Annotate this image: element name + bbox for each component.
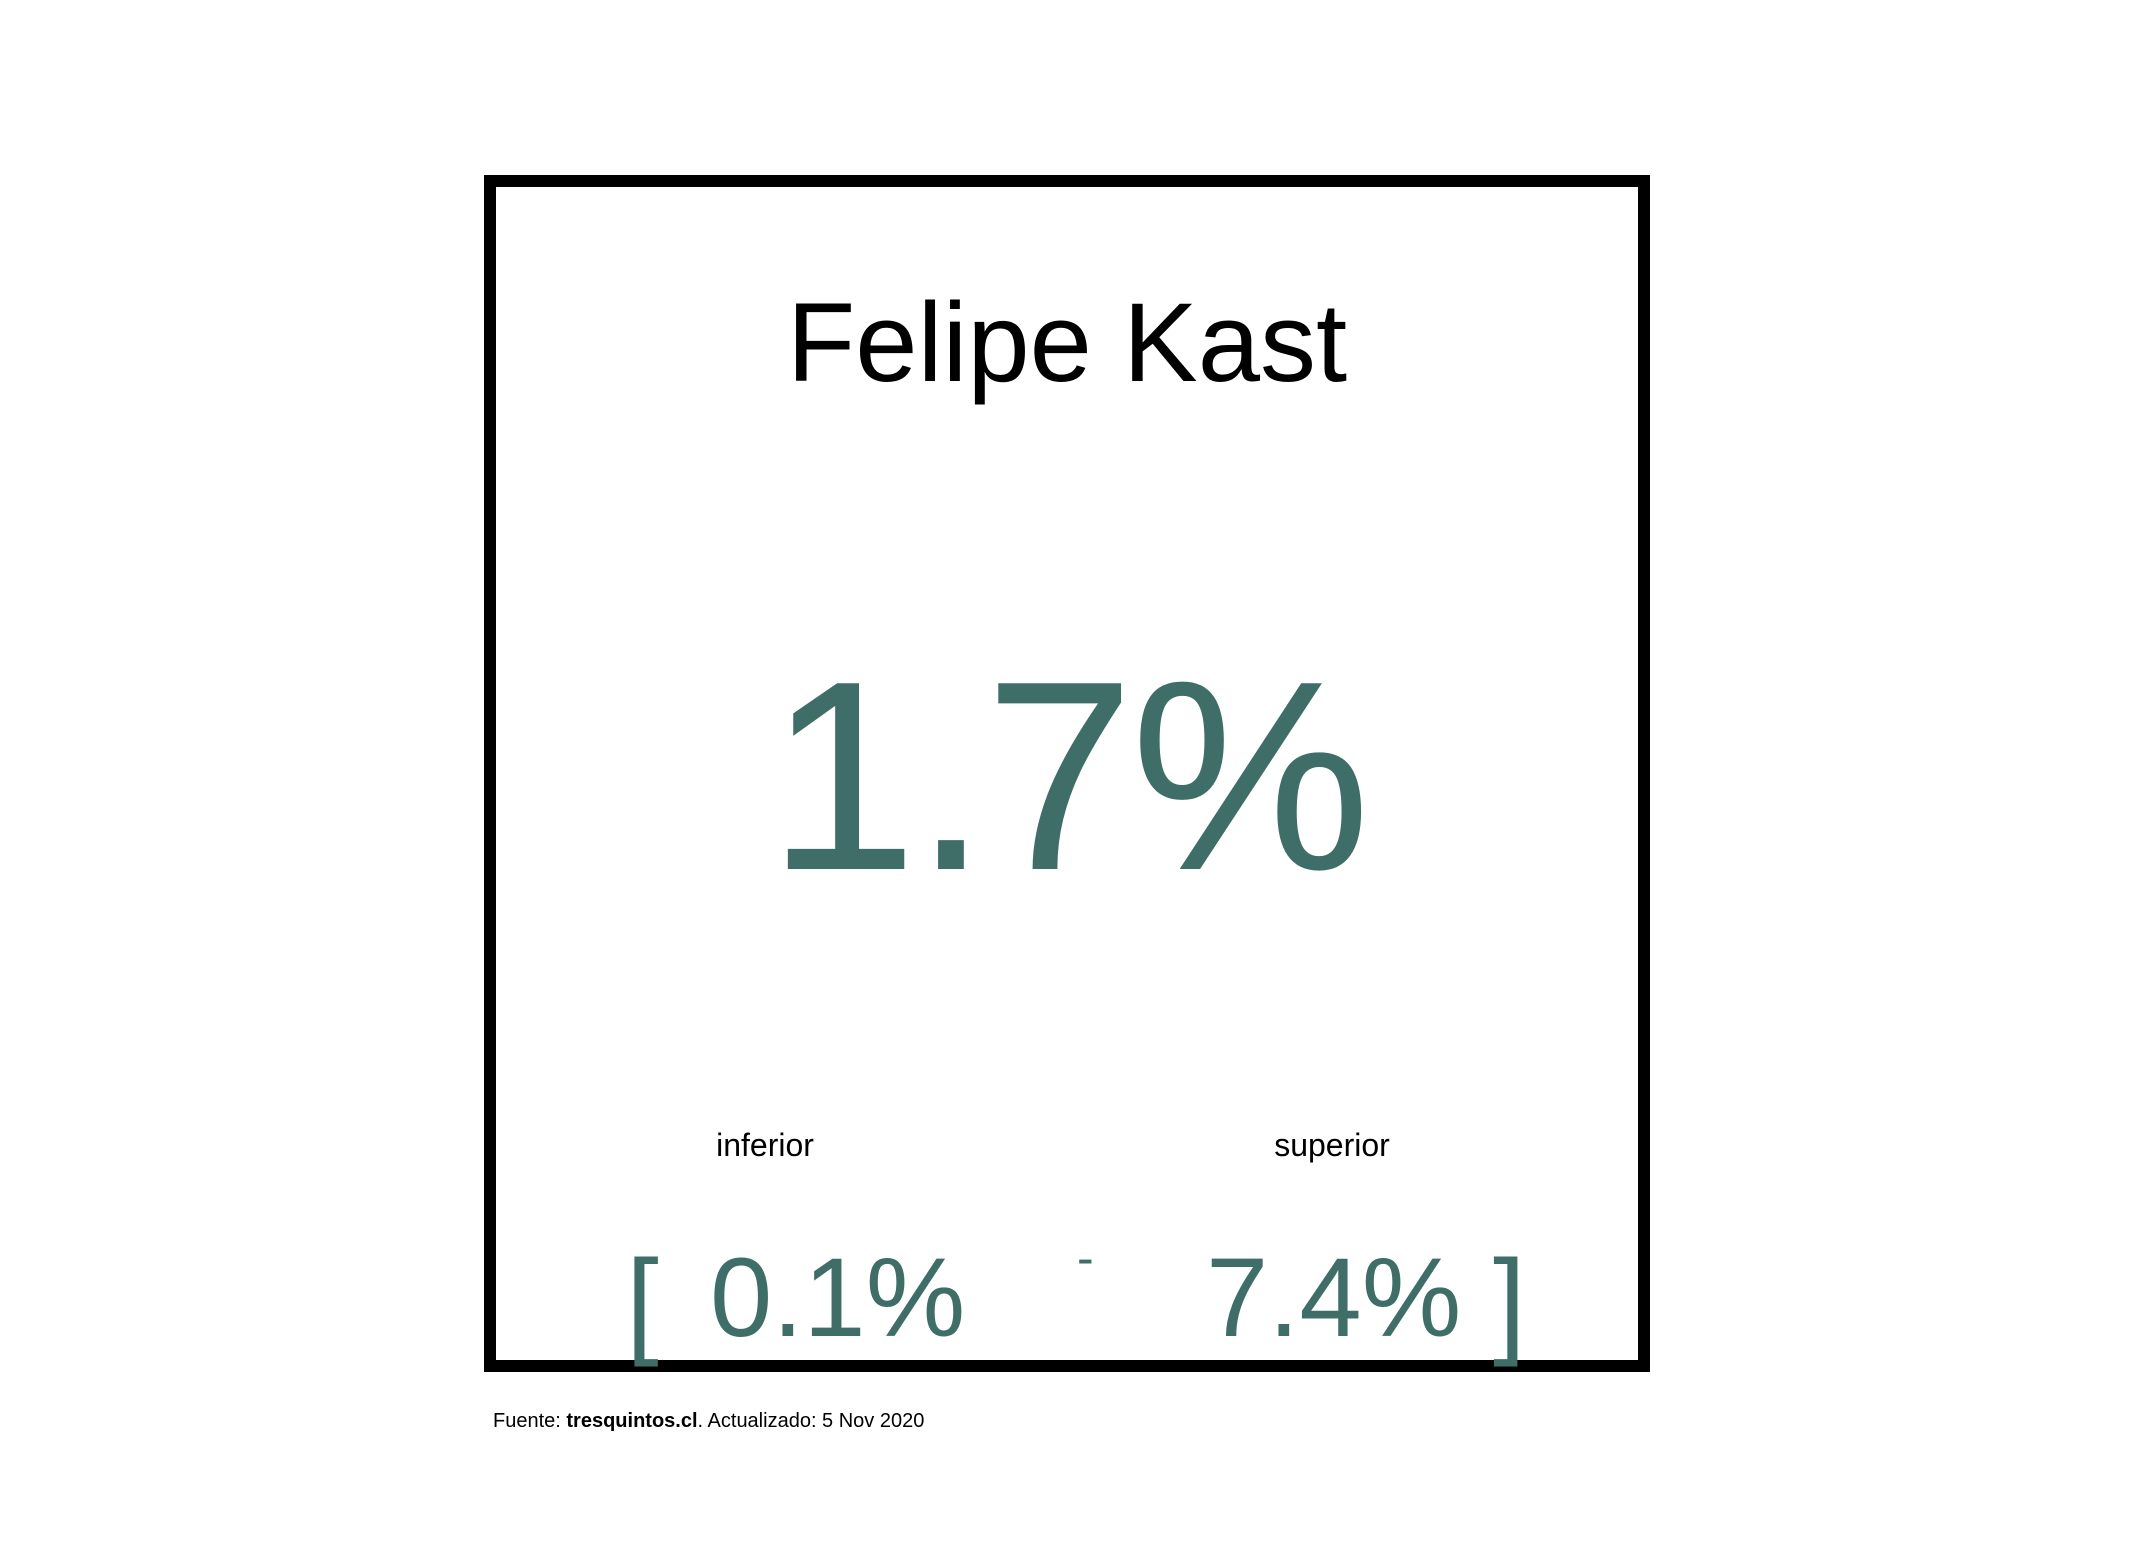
source-footer: Fuente: tresquintos.cl. Actualizado: 5 N… bbox=[493, 1411, 924, 1431]
range-separator: - bbox=[1077, 1230, 1094, 1286]
estimate-card: Felipe Kast 1.7% inferior superior [ 0.1… bbox=[484, 175, 1650, 1372]
upper-bound-label: superior bbox=[1274, 1127, 1390, 1163]
candidate-name: Felipe Kast bbox=[786, 280, 1348, 405]
range-close-bracket: ] bbox=[1493, 1236, 1526, 1368]
upper-bound-value: 7.4% bbox=[1206, 1235, 1462, 1360]
source-name: tresquintos.cl bbox=[566, 1410, 698, 1432]
range-open-bracket: [ bbox=[626, 1236, 659, 1368]
source-prefix: Fuente: bbox=[493, 1410, 567, 1432]
estimate-value: 1.7% bbox=[767, 626, 1370, 927]
lower-bound-label: inferior bbox=[716, 1127, 814, 1163]
updated-text: . Actualizado: 5 Nov 2020 bbox=[697, 1410, 925, 1432]
lower-bound-value: 0.1% bbox=[710, 1235, 966, 1360]
